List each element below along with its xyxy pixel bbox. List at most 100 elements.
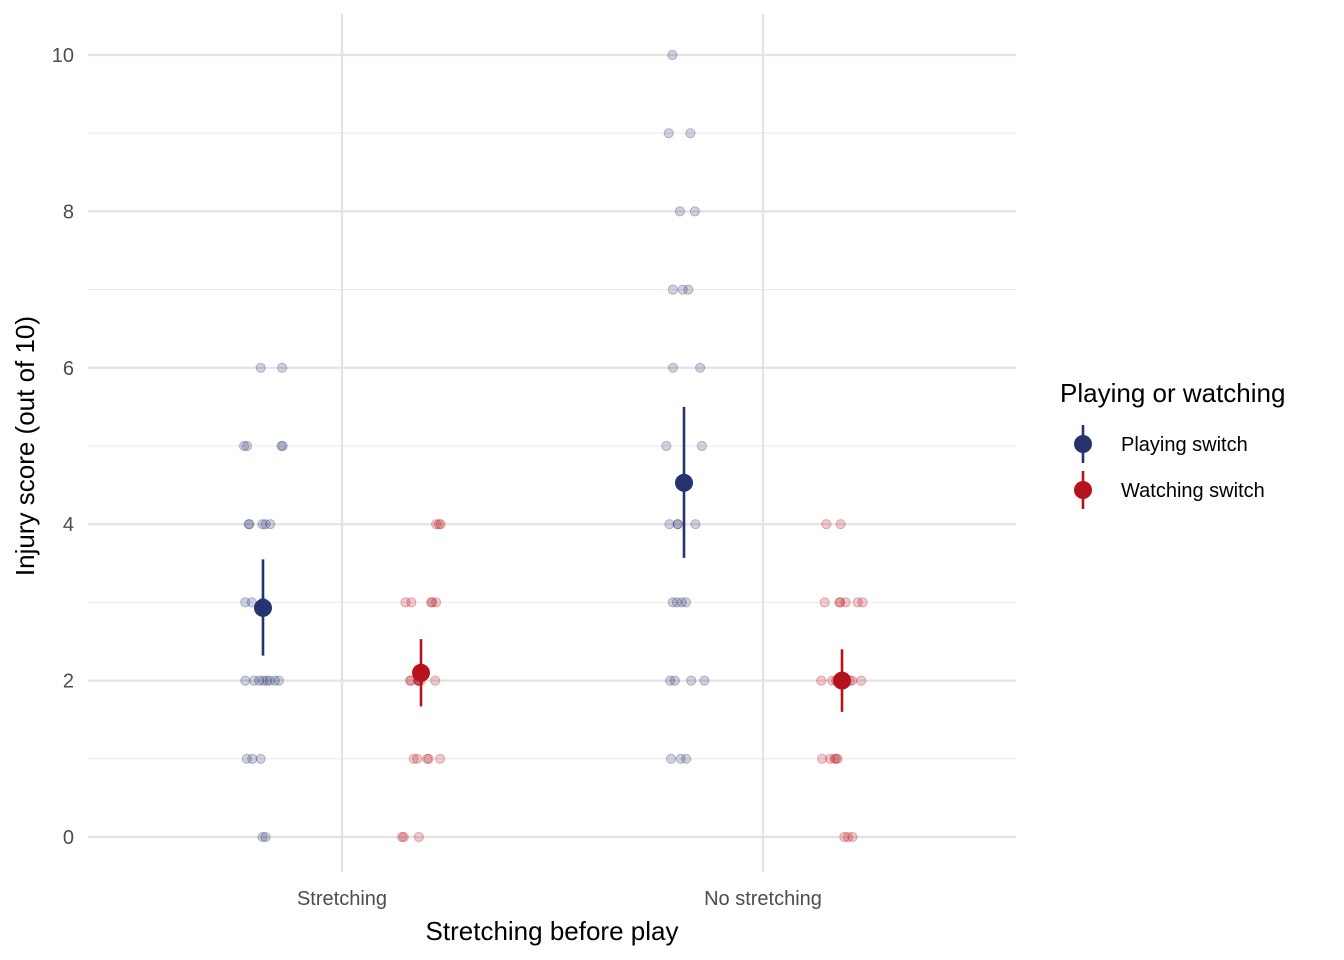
data-point bbox=[842, 831, 853, 843]
data-point bbox=[240, 675, 251, 686]
data-point bbox=[264, 675, 275, 686]
data-point bbox=[430, 675, 441, 686]
data-point bbox=[824, 753, 836, 764]
data-point bbox=[821, 519, 832, 530]
data-point bbox=[667, 284, 679, 295]
data-point bbox=[671, 597, 682, 608]
data-point bbox=[663, 128, 674, 139]
mean-point bbox=[412, 663, 430, 682]
legend-label: Watching switch bbox=[1121, 480, 1265, 502]
data-point bbox=[856, 675, 867, 686]
data-point bbox=[689, 206, 700, 217]
y-tick-label: 0 bbox=[63, 827, 74, 849]
data-point bbox=[857, 597, 868, 608]
data-point bbox=[255, 362, 266, 373]
data-point bbox=[695, 362, 706, 373]
data-point bbox=[829, 753, 840, 764]
data-point bbox=[248, 675, 260, 686]
y-tick-label: 6 bbox=[63, 358, 74, 380]
data-point bbox=[422, 753, 433, 764]
data-point bbox=[404, 675, 416, 686]
data-point bbox=[243, 519, 254, 530]
legend: Playing or watching Playing switch Watchi… bbox=[1060, 378, 1285, 509]
data-point bbox=[852, 597, 863, 608]
data-point bbox=[254, 675, 265, 686]
data-point bbox=[423, 753, 434, 764]
mean-point bbox=[254, 598, 272, 617]
mean-error-bars bbox=[254, 406, 851, 712]
data-point bbox=[839, 831, 850, 843]
data-point bbox=[431, 519, 442, 530]
data-point bbox=[255, 753, 266, 764]
data-point bbox=[260, 519, 271, 530]
y-tick-label: 10 bbox=[52, 45, 74, 67]
data-point bbox=[667, 597, 678, 608]
data-point bbox=[426, 597, 437, 608]
data-point bbox=[435, 753, 446, 764]
legend-title: Playing or watching bbox=[1060, 378, 1285, 408]
data-point bbox=[667, 49, 678, 61]
x-tick-label: Stretching bbox=[297, 888, 387, 910]
data-point bbox=[430, 597, 442, 608]
data-point bbox=[676, 597, 687, 608]
data-point bbox=[276, 440, 287, 452]
data-point bbox=[681, 753, 692, 764]
y-tick-label: 8 bbox=[63, 201, 74, 223]
data-point bbox=[265, 519, 276, 530]
data-point bbox=[699, 675, 710, 686]
data-point bbox=[277, 440, 288, 452]
data-point bbox=[269, 675, 280, 686]
y-tick-label: 4 bbox=[63, 514, 74, 536]
data-point bbox=[664, 519, 675, 530]
data-point bbox=[690, 519, 701, 530]
data-point bbox=[686, 675, 697, 686]
data-point bbox=[677, 284, 688, 295]
mean-point bbox=[833, 671, 851, 690]
legend-key-point bbox=[1074, 481, 1092, 499]
data-point bbox=[244, 519, 255, 530]
data-point bbox=[241, 753, 252, 764]
data-point bbox=[675, 753, 686, 764]
legend-label: Playing switch bbox=[1121, 434, 1248, 456]
data-point bbox=[665, 753, 677, 764]
x-axis-title: Stretching before play bbox=[426, 916, 679, 946]
data-point bbox=[680, 597, 692, 608]
data-point bbox=[669, 675, 680, 686]
data-point bbox=[273, 675, 285, 686]
data-point bbox=[696, 440, 708, 452]
data-point bbox=[261, 675, 272, 686]
data-point bbox=[400, 597, 411, 608]
x-axis-ticks: Stretching No stretching bbox=[297, 888, 822, 910]
data-point bbox=[835, 597, 846, 608]
data-point bbox=[667, 362, 679, 373]
data-point bbox=[830, 753, 842, 764]
data-point bbox=[405, 675, 417, 686]
data-point bbox=[258, 675, 269, 686]
data-point bbox=[685, 128, 696, 139]
y-axis-title: Injury score (out of 10) bbox=[10, 316, 40, 576]
data-point bbox=[665, 675, 676, 686]
data-point bbox=[832, 753, 843, 764]
y-tick-label: 2 bbox=[63, 671, 74, 693]
x-tick-label: No stretching bbox=[704, 888, 822, 910]
data-point bbox=[816, 753, 828, 764]
data-point bbox=[247, 753, 258, 764]
data-point bbox=[847, 831, 858, 843]
data-point bbox=[661, 440, 672, 452]
data-point bbox=[257, 519, 268, 530]
legend-item: Watching switch bbox=[1074, 471, 1265, 509]
grid bbox=[88, 14, 1016, 872]
data-point bbox=[683, 284, 694, 295]
legend-key-point bbox=[1074, 435, 1092, 453]
raw-points bbox=[239, 49, 868, 843]
data-point bbox=[427, 597, 438, 608]
data-point bbox=[672, 519, 683, 530]
legend-items: Playing switch Watching switch bbox=[1074, 425, 1265, 509]
data-point bbox=[816, 675, 827, 686]
data-point bbox=[412, 753, 423, 764]
data-point bbox=[672, 519, 683, 530]
data-point bbox=[835, 519, 846, 530]
data-point bbox=[398, 831, 409, 843]
data-point bbox=[406, 597, 417, 608]
